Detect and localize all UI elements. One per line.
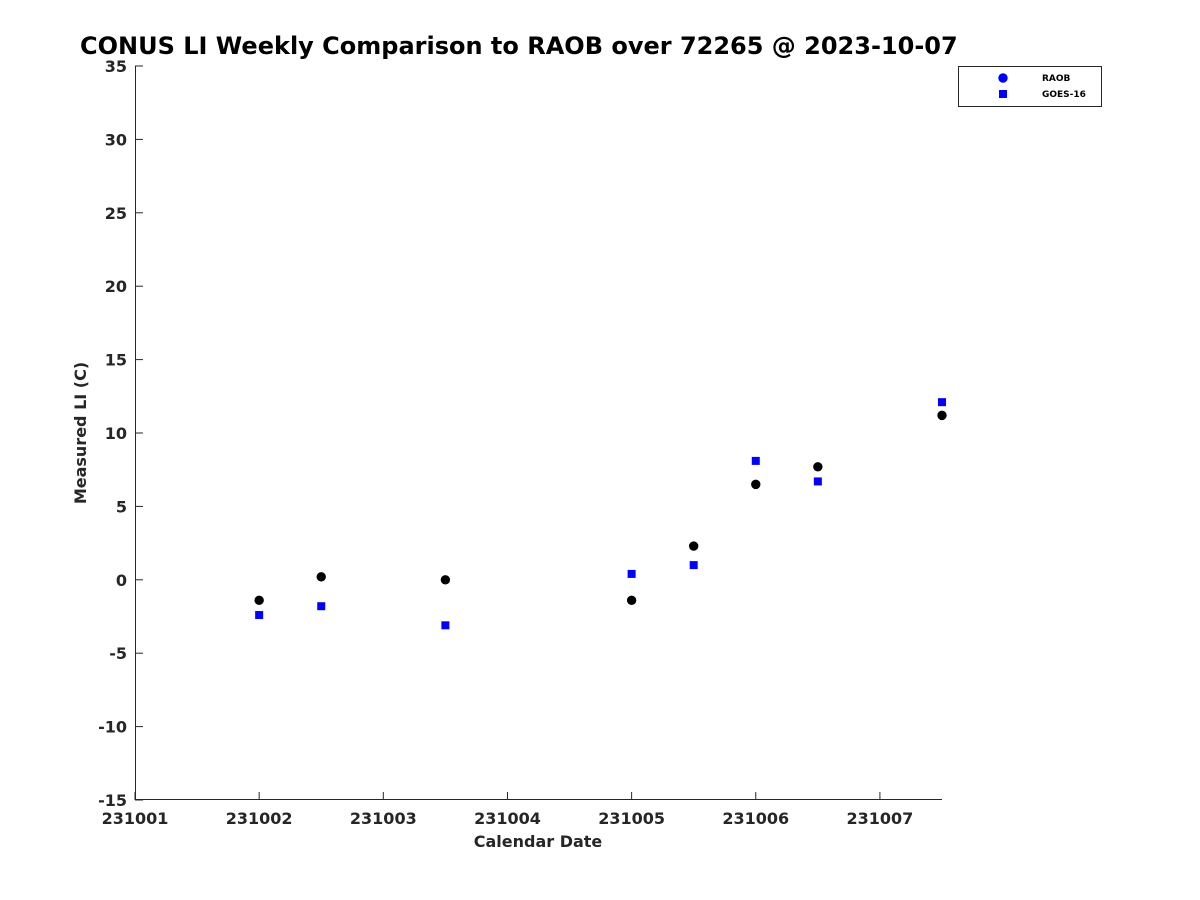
x-tick-label: 231002	[226, 809, 293, 828]
goes-16-point	[255, 611, 264, 620]
goes-16-point	[689, 561, 698, 570]
raob-point	[626, 595, 637, 606]
y-tick-label: 30	[105, 130, 127, 149]
goes-16-point	[317, 602, 326, 611]
y-tick-label: 25	[105, 204, 127, 223]
x-tick-label: 231005	[598, 809, 665, 828]
legend-box	[958, 66, 1102, 107]
goes-16-point	[627, 569, 636, 578]
x-tick-label: 231004	[474, 809, 541, 828]
x-ticks: 231001 231002 231003 231004 231005 231006 2310…	[102, 792, 914, 828]
x-tick-label: 231001	[102, 809, 169, 828]
y-tick-label: 0	[116, 571, 127, 590]
chart-title: CONUS LI Weekly Comparison to RAOB over …	[80, 32, 958, 60]
x-tick-label: 231006	[722, 809, 789, 828]
y-tick-label: 10	[105, 424, 127, 443]
x-axis-label: Calendar Date	[474, 832, 603, 851]
legend: RAOB GOES-16	[958, 66, 1102, 107]
raob-point	[440, 575, 451, 585]
raob-point	[688, 541, 699, 551]
y-ticks: 35 30 25 20 15 10 5 0 -5 -10 -15	[98, 57, 143, 810]
data-points	[254, 398, 947, 630]
goes-16-point	[813, 477, 822, 486]
y-tick-label: 35	[105, 57, 127, 76]
legend-marker-goes-16	[999, 90, 1007, 98]
raob-point	[316, 572, 326, 582]
axes	[135, 66, 942, 800]
y-tick-label: 5	[116, 497, 127, 516]
y-tick-label: -5	[109, 644, 127, 663]
y-tick-label: 15	[105, 351, 127, 370]
y-tick-label: -15	[98, 791, 127, 810]
raob-point	[937, 410, 947, 421]
goes-16-point	[751, 456, 760, 465]
goes-16-point	[938, 398, 946, 407]
raob-point	[813, 462, 823, 472]
legend-marker-raob	[998, 73, 1008, 83]
y-tick-label: -10	[98, 718, 127, 737]
x-tick-label: 231007	[847, 809, 914, 828]
goes-16-point	[441, 621, 450, 630]
legend-label-goes-16: GOES-16	[1042, 90, 1086, 100]
raob-point	[751, 479, 761, 490]
y-tick-label: 20	[105, 277, 127, 296]
raob-point	[254, 595, 264, 606]
x-tick-label: 231003	[350, 809, 417, 828]
legend-label-raob: RAOB	[1042, 74, 1071, 84]
y-axis-label: Measured LI (C)	[71, 362, 90, 504]
